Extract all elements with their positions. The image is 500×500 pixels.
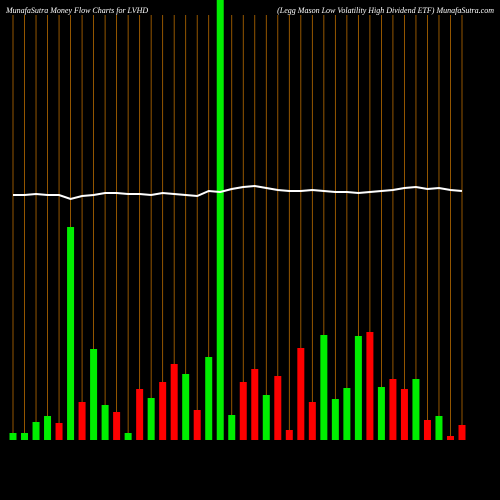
bar [331,399,339,440]
price-line [13,184,463,201]
bar [412,379,420,440]
bar [308,402,316,440]
bar [101,405,109,440]
bar [21,433,29,440]
bar [170,364,178,440]
bar [182,374,190,440]
bar [90,349,98,440]
bar [78,402,86,440]
bar [446,436,454,440]
bar [193,410,201,440]
bar [136,389,144,440]
bar [147,398,155,440]
bar [113,412,121,440]
bar [239,382,247,440]
bar [67,227,75,440]
bar [274,376,282,440]
bar [400,389,408,440]
bar [389,379,397,440]
bar [251,369,259,440]
bar [216,0,224,440]
bar [124,433,132,440]
bar [159,382,167,440]
bar [285,430,293,440]
bar [366,332,374,440]
bar [55,423,63,440]
bar [297,348,305,440]
bar [458,425,466,440]
chart-subtitle: (Legg Mason Low Volatility High Dividend… [277,6,494,15]
bar [9,433,17,440]
bar [377,387,385,440]
bar [228,415,236,440]
bar [205,357,213,440]
bar [262,395,270,440]
bar [343,388,351,440]
bar [435,416,443,440]
bar [44,416,52,440]
chart-title: MunafaSutra Money Flow Charts for LVHD [5,6,148,15]
bar [320,335,328,440]
bar [354,336,362,440]
bar [32,422,40,440]
bar [423,420,431,440]
